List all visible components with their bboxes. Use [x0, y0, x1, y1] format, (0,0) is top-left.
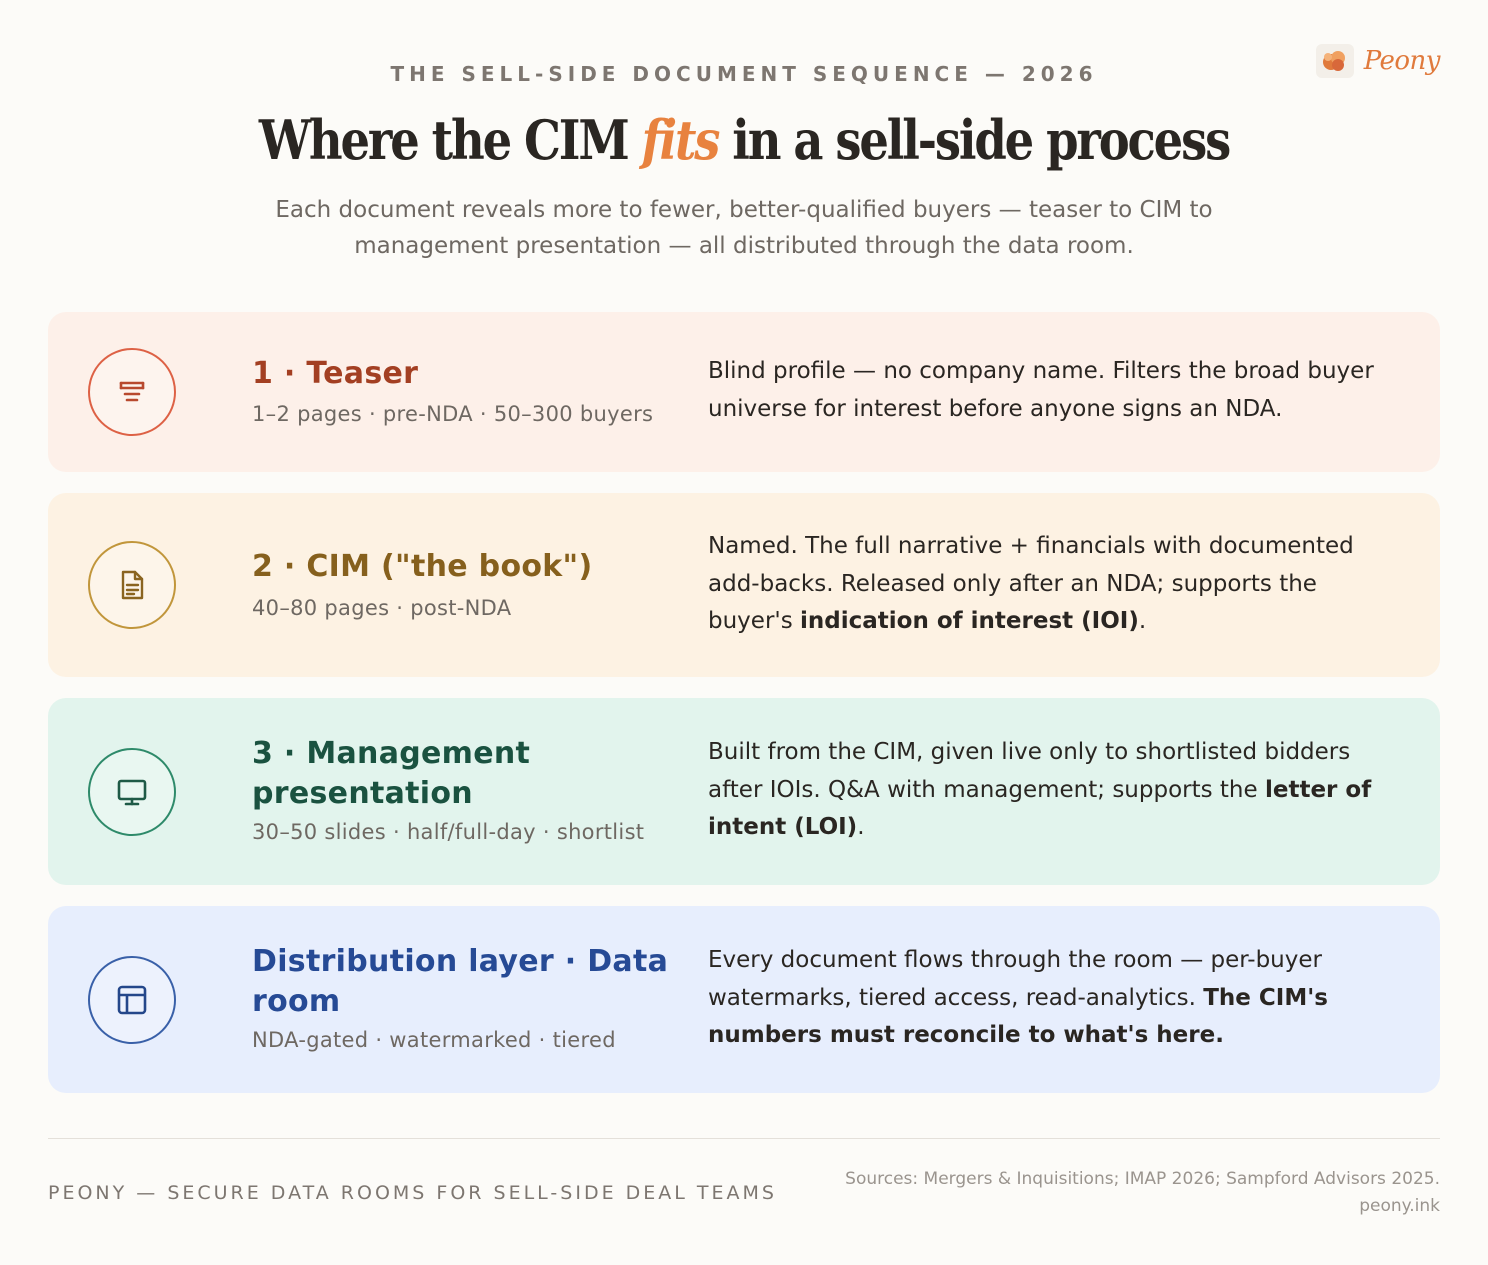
card-management-presentation: 3 · Management presentation 30–50 slides… [48, 698, 1440, 885]
footer-divider [48, 1138, 1440, 1139]
eyebrow-label: THE SELL-SIDE DOCUMENT SEQUENCE — 2026 [390, 62, 1098, 86]
card-meta: 40–80 pages · post-NDA [252, 596, 512, 620]
document-sequence: 1 · Teaser 1–2 pages · pre-NDA · 50–300 … [48, 312, 1440, 1114]
footer-tagline: PEONY — SECURE DATA ROOMS FOR SELL-SIDE … [48, 1182, 777, 1204]
card-heading: 1 · Teaser [252, 356, 419, 391]
card-meta: 30–50 slides · half/full-day · shortlist [252, 820, 645, 844]
card-description: Built from the CIM, given live only to s… [708, 739, 1372, 840]
card-description: Named. The full narrative + financials w… [708, 533, 1354, 634]
title-before: Where the CIM [258, 108, 642, 172]
footer-sources: Sources: Mergers & Inquisitions; IMAP 20… [845, 1166, 1440, 1220]
card-cim: 2 · CIM ("the book") 40–80 pages · post-… [48, 493, 1440, 677]
card-heading: Distribution layer · Data room [252, 944, 669, 1019]
card-description: Every document flows through the room — … [708, 947, 1328, 1048]
card-meta: 1–2 pages · pre-NDA · 50–300 buyers [252, 402, 654, 426]
sources-text: Sources: Mergers & Inquisitions; IMAP 20… [845, 1169, 1440, 1189]
layout-icon [88, 956, 176, 1044]
peony-flower-icon [1315, 44, 1354, 78]
card-heading: 3 · Management presentation [252, 736, 531, 811]
card-meta: NDA-gated · watermarked · tiered [252, 1028, 616, 1052]
monitor-icon [88, 748, 176, 836]
title-after: in a sell-side process [718, 108, 1231, 172]
page-title: Where the CIM fits in a sell-side proces… [104, 108, 1384, 172]
page-subtitle: Each document reveals more to fewer, bet… [275, 197, 1213, 259]
document-icon [88, 541, 176, 629]
card-description: Blind profile — no company name. Filters… [708, 358, 1374, 422]
teaser-icon [88, 348, 176, 436]
title-accent: fits [641, 108, 721, 172]
card-data-room: Distribution layer · Data room NDA-gated… [48, 906, 1440, 1093]
site-url[interactable]: peony.ink [1359, 1196, 1440, 1216]
brand-name: Peony [1363, 46, 1441, 76]
card-heading: 2 · CIM ("the book") [252, 549, 593, 584]
card-teaser: 1 · Teaser 1–2 pages · pre-NDA · 50–300 … [48, 312, 1440, 472]
brand-logo: Peony [1315, 44, 1441, 78]
